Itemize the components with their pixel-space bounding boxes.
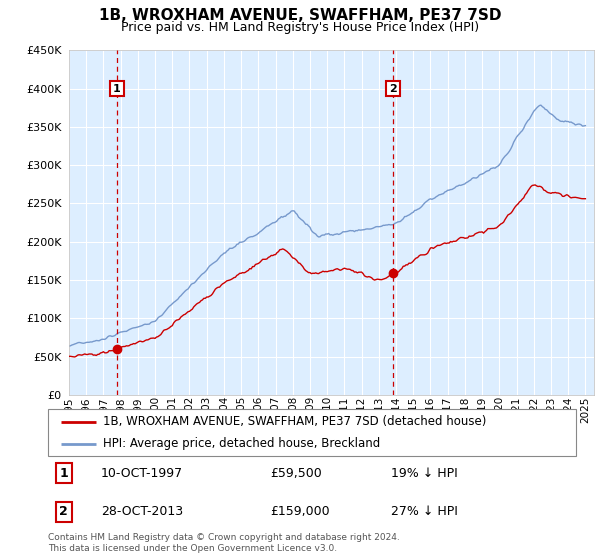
Text: 1B, WROXHAM AVENUE, SWAFFHAM, PE37 7SD: 1B, WROXHAM AVENUE, SWAFFHAM, PE37 7SD bbox=[99, 8, 501, 24]
Text: 1: 1 bbox=[59, 466, 68, 480]
Text: 1: 1 bbox=[113, 83, 121, 94]
Text: 2: 2 bbox=[389, 83, 397, 94]
Text: Price paid vs. HM Land Registry's House Price Index (HPI): Price paid vs. HM Land Registry's House … bbox=[121, 21, 479, 34]
Text: 27% ↓ HPI: 27% ↓ HPI bbox=[391, 505, 458, 518]
Text: £159,000: £159,000 bbox=[270, 505, 329, 518]
Text: 1B, WROXHAM AVENUE, SWAFFHAM, PE37 7SD (detached house): 1B, WROXHAM AVENUE, SWAFFHAM, PE37 7SD (… bbox=[103, 415, 487, 428]
Text: 10-OCT-1997: 10-OCT-1997 bbox=[101, 466, 183, 480]
Text: HPI: Average price, detached house, Breckland: HPI: Average price, detached house, Brec… bbox=[103, 437, 380, 450]
Text: 28-OCT-2013: 28-OCT-2013 bbox=[101, 505, 183, 518]
Text: Contains HM Land Registry data © Crown copyright and database right 2024.
This d: Contains HM Land Registry data © Crown c… bbox=[48, 533, 400, 553]
Text: 19% ↓ HPI: 19% ↓ HPI bbox=[391, 466, 458, 480]
Text: £59,500: £59,500 bbox=[270, 466, 322, 480]
Text: 2: 2 bbox=[59, 505, 68, 518]
